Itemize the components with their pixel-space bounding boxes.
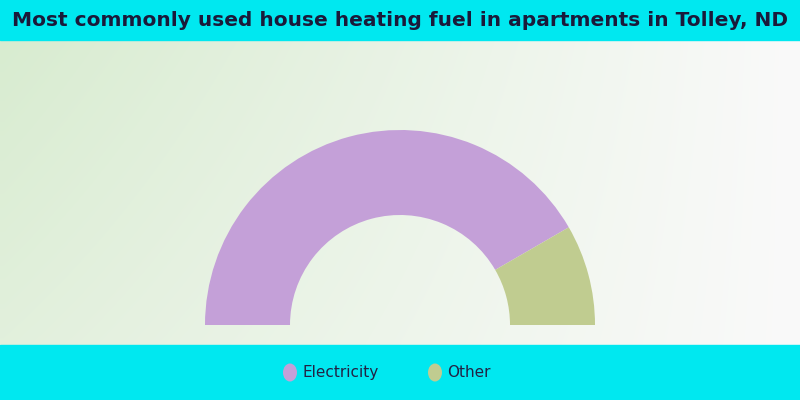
Text: Electricity: Electricity bbox=[302, 365, 378, 380]
Ellipse shape bbox=[428, 364, 442, 382]
Ellipse shape bbox=[283, 364, 297, 382]
Text: Other: Other bbox=[447, 365, 490, 380]
Bar bbox=[0, 345, 800, 400]
Text: Most commonly used house heating fuel in apartments in Tolley, ND: Most commonly used house heating fuel in… bbox=[12, 10, 788, 30]
Bar bbox=[0, 0, 800, 40]
Wedge shape bbox=[205, 130, 569, 325]
Wedge shape bbox=[495, 227, 595, 325]
